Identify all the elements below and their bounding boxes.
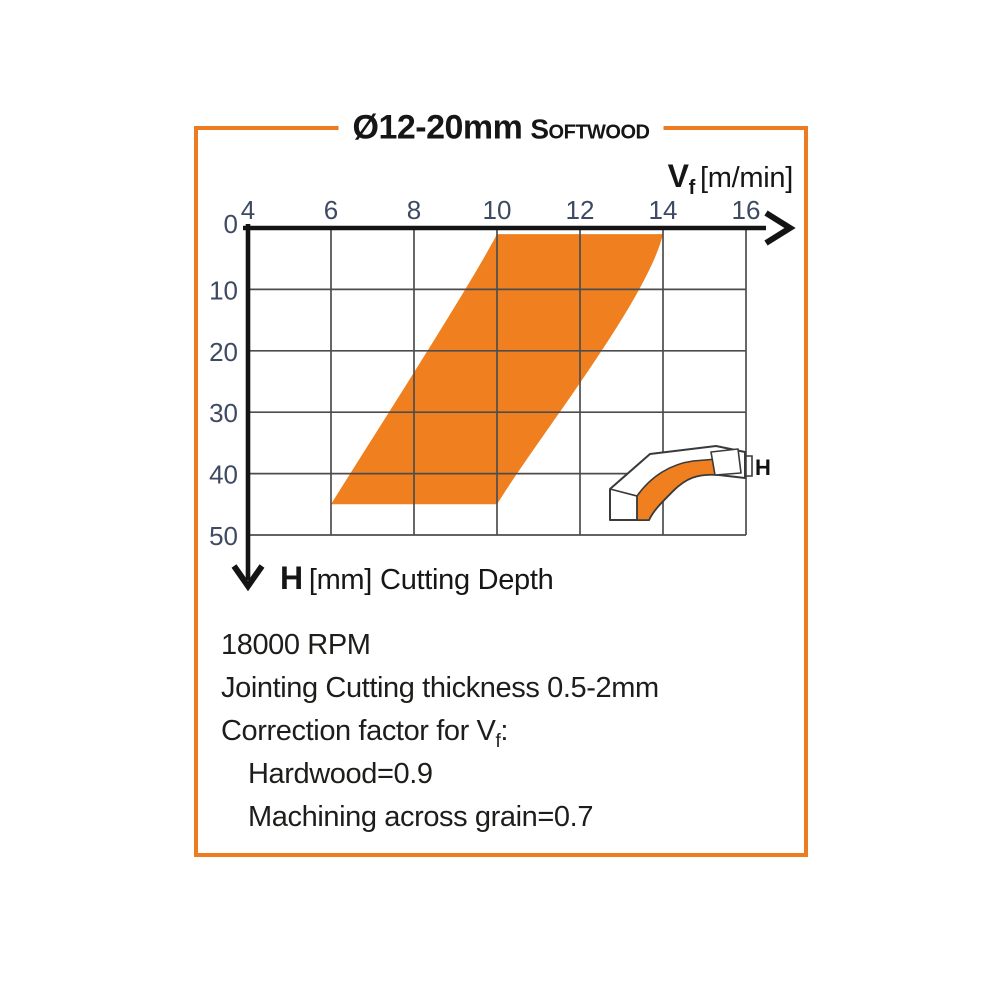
note-hardwood: Hardwood=0.9 bbox=[248, 758, 433, 790]
x-tick-label: 10 bbox=[483, 195, 512, 225]
y-axis-label: H [mm] Cutting Depth bbox=[280, 560, 554, 597]
y-axis-text: Cutting Depth bbox=[380, 564, 554, 596]
y-tick-label: 0 bbox=[224, 209, 238, 239]
y-tick-label: 40 bbox=[209, 460, 238, 490]
y-tick-label: 10 bbox=[209, 275, 238, 305]
x-axis-label: Vf [m/min] bbox=[667, 158, 794, 198]
title-material: Softwood bbox=[530, 113, 650, 145]
y-tick-label: 20 bbox=[209, 337, 238, 367]
note-correction-factor: Correction factor for Vf: bbox=[221, 715, 509, 752]
x-axis-symbol: V bbox=[667, 158, 689, 194]
y-tick-label: 30 bbox=[209, 398, 238, 428]
x-tick-label: 14 bbox=[649, 195, 678, 225]
title-diameter: Ø12-20mm bbox=[352, 108, 523, 147]
note-rpm: 18000 RPM bbox=[221, 629, 371, 661]
y-axis-unit: [mm] bbox=[308, 564, 373, 596]
notes-block: 18000 RPM Jointing Cutting thickness 0.5… bbox=[221, 624, 659, 839]
cutting-depth-icon: H bbox=[609, 445, 771, 521]
workpiece-front-face bbox=[636, 458, 720, 521]
y-axis-arrow bbox=[231, 564, 265, 592]
x-tick-label: 12 bbox=[566, 195, 595, 225]
y-axis-symbol: H bbox=[280, 560, 303, 596]
x-tick-label: 8 bbox=[407, 195, 421, 225]
workpiece-end-block bbox=[710, 448, 742, 476]
card-title: Ø12-20mm Softwood bbox=[338, 108, 664, 148]
note-across-grain: Machining across grain=0.7 bbox=[248, 801, 594, 833]
x-tick-label: 4 bbox=[241, 195, 255, 225]
depth-bracket bbox=[745, 455, 753, 477]
x-axis-symbol-sub: f bbox=[688, 176, 696, 199]
x-axis-arrow bbox=[764, 210, 796, 246]
x-axis-unit: [m/min] bbox=[700, 162, 793, 194]
x-tick-label: 16 bbox=[732, 195, 761, 225]
depth-icon-label: H bbox=[755, 455, 771, 480]
x-tick-label: 6 bbox=[324, 195, 338, 225]
workpiece-left-cap-edge bbox=[609, 488, 638, 520]
note-thickness: Jointing Cutting thickness 0.5-2mm bbox=[221, 672, 659, 704]
y-tick-label: 50 bbox=[209, 521, 238, 551]
